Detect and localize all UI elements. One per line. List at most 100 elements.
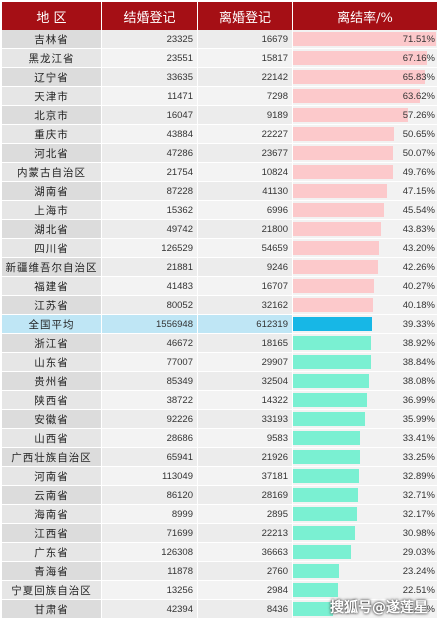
region-cell: 浙江省 — [2, 334, 102, 352]
table-row: 安徽省 92226 33193 35.99% — [2, 410, 438, 429]
table-row: 贵州省 85349 32504 38.08% — [2, 372, 438, 391]
divorce-cell: 22213 — [198, 524, 293, 542]
ratio-cell: 36.99% — [293, 391, 438, 409]
marriage-cell: 43884 — [102, 125, 198, 143]
divorce-cell: 23677 — [198, 144, 293, 162]
divorce-cell: 22142 — [198, 68, 293, 86]
marriage-cell: 49742 — [102, 220, 198, 238]
region-cell: 山西省 — [2, 429, 102, 447]
region-cell: 福建省 — [2, 277, 102, 295]
divorce-cell: 54659 — [198, 239, 293, 257]
region-cell: 云南省 — [2, 486, 102, 504]
marriage-cell: 47286 — [102, 144, 198, 162]
ratio-cell: 71.51% — [293, 30, 438, 48]
table-row: 山东省 77007 29907 38.84% — [2, 353, 438, 372]
table-row: 河北省 47286 23677 50.07% — [2, 144, 438, 163]
ratio-value: 49.76% — [402, 166, 435, 178]
divorce-cell: 9189 — [198, 106, 293, 124]
ratio-bar — [293, 51, 428, 65]
ratio-cell: 67.16% — [293, 49, 438, 67]
marriage-cell: 42394 — [102, 600, 198, 618]
ratio-bar — [293, 184, 388, 198]
ratio-bar — [293, 165, 393, 179]
ratio-cell: 49.76% — [293, 163, 438, 181]
marriage-cell: 21881 — [102, 258, 198, 276]
region-cell: 广西壮族自治区 — [2, 448, 102, 466]
region-cell: 重庆市 — [2, 125, 102, 143]
marriage-cell: 126308 — [102, 543, 198, 561]
region-cell: 山东省 — [2, 353, 102, 371]
ratio-cell: 40.27% — [293, 277, 438, 295]
ratio-value: 30.98% — [402, 527, 435, 539]
ratio-bar — [293, 412, 365, 426]
table-row: 北京市 16047 9189 57.26% — [2, 106, 438, 125]
ratio-cell: 42.26% — [293, 258, 438, 276]
ratio-cell: 32.89% — [293, 467, 438, 485]
divorce-cell: 7298 — [198, 87, 293, 105]
divorce-cell: 32162 — [198, 296, 293, 314]
ratio-bar — [293, 203, 385, 217]
ratio-value: 43.83% — [402, 223, 435, 235]
marriage-cell: 16047 — [102, 106, 198, 124]
region-cell: 湖北省 — [2, 220, 102, 238]
region-cell: 辽宁省 — [2, 68, 102, 86]
divorce-cell: 21926 — [198, 448, 293, 466]
marriage-cell: 8999 — [102, 505, 198, 523]
ratio-value: 40.27% — [402, 280, 435, 292]
marriage-cell: 15362 — [102, 201, 198, 219]
table-row: 云南省 86120 28169 32.71% — [2, 486, 438, 505]
divorce-cell: 21800 — [198, 220, 293, 238]
region-cell: 四川省 — [2, 239, 102, 257]
table-row: 陕西省 38722 14322 36.99% — [2, 391, 438, 410]
ratio-cell: 38.08% — [293, 372, 438, 390]
ratio-value: 19.90% — [402, 603, 435, 615]
ratio-value: 38.84% — [402, 356, 435, 368]
table-row: 上海市 15362 6996 45.54% — [2, 201, 438, 220]
ratio-value: 22.51% — [402, 584, 435, 596]
divorce-cell: 612319 — [198, 315, 293, 333]
marriage-cell: 86120 — [102, 486, 198, 504]
divorce-cell: 10824 — [198, 163, 293, 181]
ratio-bar — [293, 507, 358, 521]
header-ratio: 离结率/% — [293, 2, 438, 30]
divorce-cell: 8436 — [198, 600, 293, 618]
table-row: 宁夏回族自治区 13256 2984 22.51% — [2, 581, 438, 600]
ratio-cell: 33.25% — [293, 448, 438, 466]
ratio-bar — [293, 89, 421, 103]
ratio-cell: 39.33% — [293, 315, 438, 333]
ratio-bar — [293, 431, 360, 445]
table-row: 江苏省 80052 32162 40.18% — [2, 296, 438, 315]
divorce-cell: 15817 — [198, 49, 293, 67]
ratio-value: 23.24% — [402, 565, 435, 577]
marriage-cell: 33635 — [102, 68, 198, 86]
ratio-bar — [293, 602, 333, 616]
watermark: 搜狐号@遂莲星 — [330, 600, 428, 616]
region-cell: 江苏省 — [2, 296, 102, 314]
marriage-cell: 80052 — [102, 296, 198, 314]
divorce-cell: 22227 — [198, 125, 293, 143]
ratio-value: 36.99% — [402, 394, 435, 406]
divorce-cell: 16679 — [198, 30, 293, 48]
table-row: 江西省 71699 22213 30.98% — [2, 524, 438, 543]
marriage-cell: 87228 — [102, 182, 198, 200]
ratio-value: 32.17% — [402, 508, 435, 520]
region-cell: 甘肃省 — [2, 600, 102, 618]
ratio-value: 65.83% — [402, 71, 435, 83]
ratio-cell: 38.84% — [293, 353, 438, 371]
marriage-cell: 71699 — [102, 524, 198, 542]
marriage-cell: 11471 — [102, 87, 198, 105]
region-cell: 河北省 — [2, 144, 102, 162]
ratio-bar — [293, 526, 355, 540]
ratio-value: 39.33% — [402, 318, 435, 330]
ratio-bar — [293, 336, 371, 350]
ratio-cell: 57.26% — [293, 106, 438, 124]
ratio-bar — [293, 127, 395, 141]
table-row-average: 全国平均 1556948 612319 39.33% — [2, 315, 438, 334]
ratio-cell: 19.90% — [293, 600, 438, 618]
ratio-cell: 29.03% — [293, 543, 438, 561]
table-row: 四川省 126529 54659 43.20% — [2, 239, 438, 258]
ratio-bar — [293, 298, 374, 312]
divorce-cell: 6996 — [198, 201, 293, 219]
ratio-bar — [293, 469, 359, 483]
divorce-cell: 9246 — [198, 258, 293, 276]
